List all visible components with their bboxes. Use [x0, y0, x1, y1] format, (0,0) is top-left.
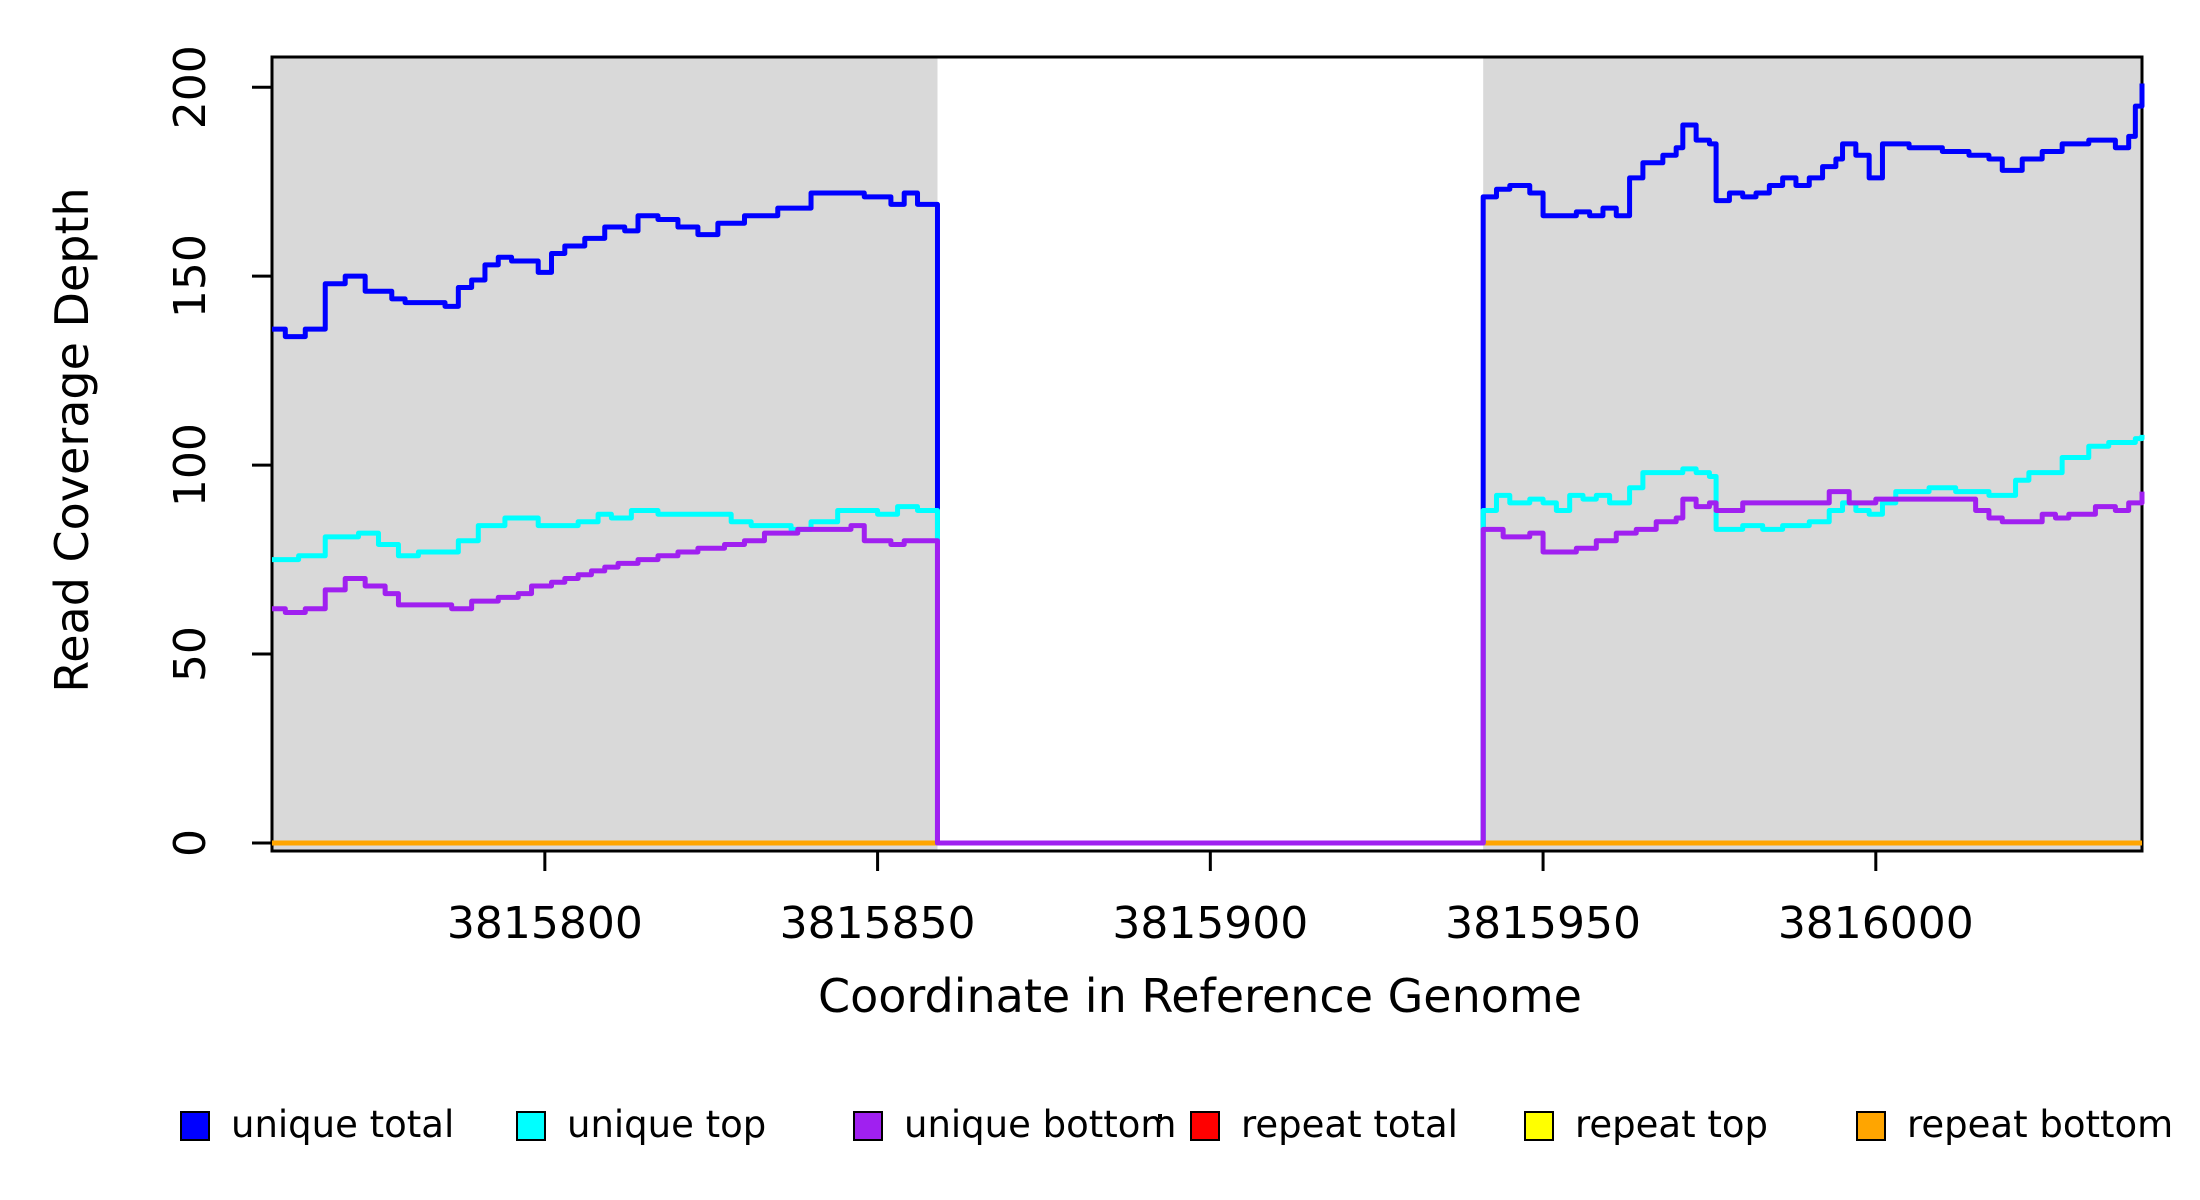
legend-label-unique-top: unique top: [567, 1103, 766, 1146]
shaded-region-2: [1483, 57, 2142, 850]
legend-swatch-unique-bottom: [853, 1111, 883, 1141]
legend-label-repeat-top: repeat top: [1575, 1103, 1768, 1146]
legend-label-repeat-bottom: repeat bottom: [1907, 1103, 2173, 1146]
legend-label-repeat-total: repeat total: [1241, 1103, 1458, 1146]
x-tick-label: 3815800: [447, 898, 643, 949]
legend-swatch-repeat-top: [1524, 1111, 1554, 1141]
stray-dot: [1158, 1114, 1162, 1119]
series-unique-top: [272, 434, 2145, 846]
x-axis-title: Coordinate in Reference Genome: [818, 969, 1582, 1023]
series-unique-bottom: [272, 489, 2145, 846]
legend-label-unique-total: unique total: [231, 1103, 454, 1146]
shaded-region-1: [272, 57, 938, 850]
legend-swatch-unique-total: [180, 1111, 210, 1141]
legend-swatch-repeat-bottom: [1856, 1111, 1886, 1141]
y-tick-label: 100: [165, 423, 216, 507]
series-unique-total: [272, 83, 2145, 846]
x-tick-label: 3815950: [1445, 898, 1641, 949]
x-tick-label: 3816000: [1778, 898, 1974, 949]
legend-swatch-repeat-total: [1190, 1111, 1220, 1141]
y-axis-title: Read Coverage Depth: [45, 187, 99, 692]
y-tick-label: 200: [165, 45, 216, 129]
x-tick-label: 3815850: [780, 898, 976, 949]
y-tick-label: 50: [165, 626, 216, 682]
legend-swatch-unique-top: [516, 1111, 546, 1141]
plot-box: [270, 55, 2144, 853]
y-tick-label: 0: [165, 829, 216, 857]
legend-label-unique-bottom: unique bottom: [904, 1103, 1176, 1146]
x-tick-label: 3815900: [1112, 898, 1308, 949]
y-tick-label: 150: [165, 234, 216, 318]
